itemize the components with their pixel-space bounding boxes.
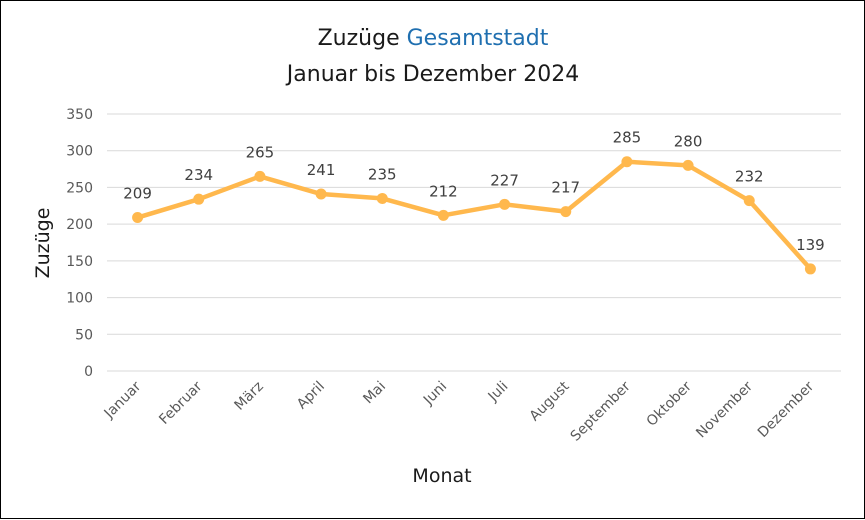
data-label: 265 — [246, 143, 275, 161]
data-point — [682, 159, 694, 171]
data-point — [743, 195, 755, 207]
data-label: 232 — [735, 168, 764, 186]
y-axis-title: Zuzüge — [32, 208, 54, 279]
y-tick-label: 100 — [66, 291, 93, 307]
x-tick-label: September — [568, 378, 634, 444]
y-tick-label: 0 — [84, 364, 93, 380]
data-point — [376, 192, 388, 204]
x-tick-label: April — [294, 379, 328, 413]
data-point — [254, 170, 266, 182]
x-tick-label: Oktober — [644, 378, 695, 429]
y-tick-label: 50 — [75, 327, 93, 343]
x-tick-label: März — [232, 379, 267, 414]
data-point — [193, 193, 205, 205]
data-label: 234 — [184, 166, 213, 184]
x-tick-label: Mai — [360, 379, 389, 408]
x-tick-label: Juli — [485, 379, 512, 406]
gridlines — [107, 113, 841, 372]
chart-title: Zuzüge Gesamtstadt — [318, 26, 549, 51]
x-tick-label: Dezember — [755, 378, 818, 441]
series-line — [135, 159, 813, 272]
data-point — [621, 156, 633, 168]
data-label: 212 — [429, 182, 458, 200]
data-label: 139 — [796, 236, 825, 254]
y-tick-label: 200 — [66, 217, 93, 233]
chart-title-part2: Gesamtstadt — [407, 26, 549, 51]
data-label: 241 — [307, 161, 336, 179]
data-label: 217 — [551, 179, 580, 197]
y-tick-label: 350 — [66, 107, 93, 123]
data-point — [499, 198, 511, 210]
x-tick-label: Januar — [101, 378, 145, 422]
y-axis-ticks: 0 50 100 150 200 250 300 350 — [66, 107, 93, 380]
data-label: 280 — [674, 132, 703, 150]
x-tick-label: August — [527, 378, 573, 424]
data-point — [132, 212, 144, 224]
y-tick-label: 250 — [66, 180, 93, 196]
data-labels: 209 234 265 241 235 212 227 217 285 280 232 139 — [123, 129, 824, 254]
x-axis-ticks: Januar Februar März April Mai Juni Juli AugustS… — [101, 378, 818, 444]
data-label: 235 — [368, 165, 397, 183]
data-label: 285 — [613, 129, 642, 147]
x-axis-title: Monat — [412, 465, 471, 487]
x-tick-label: Februar — [156, 378, 205, 427]
data-label: 227 — [490, 171, 519, 189]
y-tick-label: 300 — [66, 144, 93, 160]
data-label: 209 — [123, 185, 152, 203]
data-point — [804, 263, 816, 275]
chart-title-part1: Zuzüge — [318, 26, 400, 51]
x-tick-label: Juni — [420, 379, 450, 409]
series-line-layer — [132, 156, 816, 275]
x-tick-label: November — [693, 378, 756, 441]
data-point — [437, 209, 449, 221]
y-tick-label: 150 — [66, 254, 93, 270]
data-point — [315, 188, 327, 200]
data-point — [560, 206, 572, 218]
chart-subtitle: Januar bis Dezember 2024 — [285, 62, 579, 87]
